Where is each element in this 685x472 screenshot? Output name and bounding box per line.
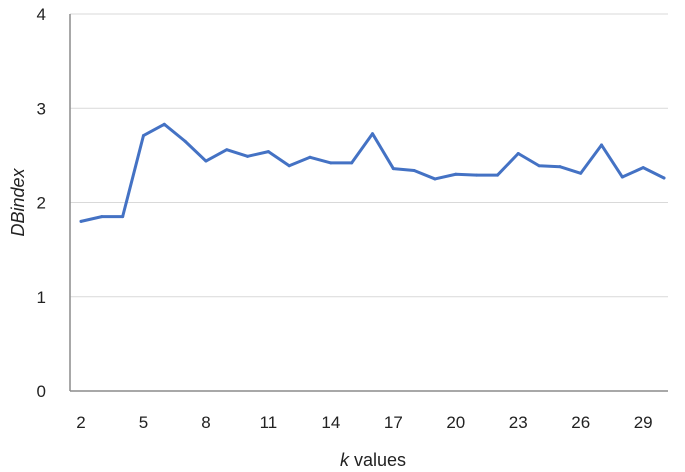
data-point-k-27 <box>600 143 604 147</box>
data-point-k-18 <box>412 168 416 172</box>
x-tick-label-11: 11 <box>260 413 278 432</box>
x-tick-label-20: 20 <box>446 413 465 432</box>
data-point-k-24 <box>537 164 541 168</box>
series-layer <box>79 122 666 223</box>
data-point-k-12 <box>287 164 291 168</box>
data-point-k-9 <box>225 148 229 152</box>
x-tick-label-26: 26 <box>571 413 590 432</box>
data-point-k-22 <box>495 173 499 177</box>
data-point-k-23 <box>516 151 520 155</box>
data-point-k-28 <box>620 175 624 179</box>
data-point-k-3 <box>100 215 104 219</box>
data-point-k-19 <box>433 177 437 181</box>
x-tick-label-8: 8 <box>201 413 210 432</box>
y-tick-labels: 0 1 2 3 4 <box>37 5 46 401</box>
data-point-k-29 <box>641 166 645 170</box>
x-tick-labels: 2 5 8 11 14 17 20 23 26 29 <box>76 413 652 432</box>
data-point-k-10 <box>246 154 250 158</box>
y-axis-title: DBindex <box>8 167 28 236</box>
x-tick-label-17: 17 <box>384 413 403 432</box>
data-point-k-15 <box>350 161 354 165</box>
x-tick-label-23: 23 <box>509 413 528 432</box>
x-axis-title-rest: values <box>349 450 406 470</box>
axes <box>69 14 668 392</box>
data-point-k-4 <box>121 215 125 219</box>
y-tick-label-3: 3 <box>37 99 46 118</box>
x-tick-label-2: 2 <box>76 413 85 432</box>
data-point-k-20 <box>454 172 458 176</box>
data-point-k-14 <box>329 161 333 165</box>
data-point-k-30 <box>662 176 666 180</box>
x-tick-label-5: 5 <box>139 413 148 432</box>
y-tick-label-2: 2 <box>37 194 46 213</box>
data-point-k-5 <box>141 134 145 138</box>
data-point-k-8 <box>204 159 208 163</box>
data-point-k-21 <box>475 173 479 177</box>
data-point-k-13 <box>308 155 312 159</box>
data-points <box>79 122 666 223</box>
data-point-k-17 <box>391 167 395 171</box>
x-axis-title: k values <box>340 450 406 470</box>
series-line-dbindex <box>79 122 666 223</box>
x-tick-label-29: 29 <box>634 413 653 432</box>
gridlines <box>70 13 668 298</box>
x-axis-title-italic: k <box>340 450 350 470</box>
y-tick-label-1: 1 <box>37 288 46 307</box>
x-tick-label-14: 14 <box>321 413 340 432</box>
y-tick-label-0: 0 <box>37 382 46 401</box>
data-point-k-16 <box>371 132 374 136</box>
data-point-k-11 <box>266 150 270 154</box>
data-point-k-25 <box>558 165 562 169</box>
y-tick-label-4: 4 <box>37 5 46 24</box>
data-point-k-26 <box>579 171 583 175</box>
data-point-k-7 <box>183 139 187 143</box>
data-point-k-2 <box>79 219 83 223</box>
data-point-k-6 <box>162 122 166 126</box>
